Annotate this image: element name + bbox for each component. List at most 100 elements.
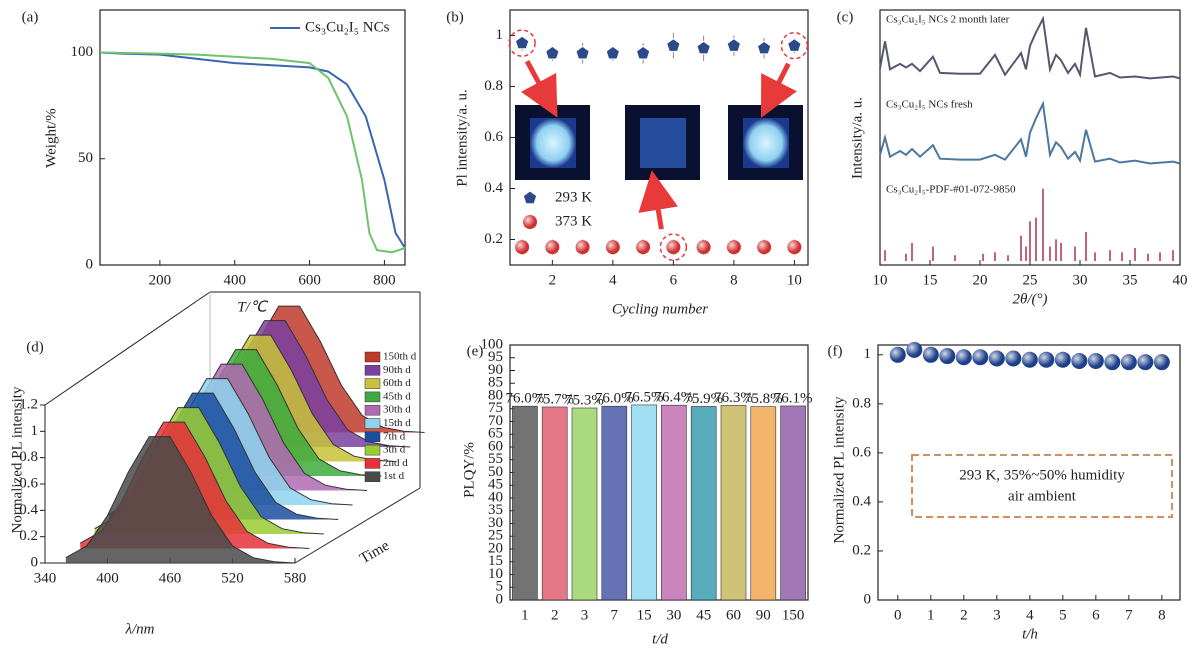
x-tick-label: 4 [609, 272, 617, 288]
y-tick-label: 70 [488, 413, 503, 429]
annotation-box [911, 454, 1173, 518]
y-tick-label: 0.4 [484, 180, 503, 196]
x-tick-label: 45 [696, 607, 711, 623]
marker-shine [1153, 354, 1170, 371]
x-axis-label: Cycling number [612, 301, 708, 317]
bar [512, 405, 538, 601]
y-tick-label: 20 [488, 540, 503, 556]
bar [571, 407, 598, 601]
y-tick-label: 75 [488, 400, 503, 416]
legend-label: 90th d [383, 364, 411, 376]
x-tick-label: 5 [1059, 607, 1067, 623]
bar [541, 406, 568, 601]
data-line [879, 15, 1181, 80]
legend-label: 293 K [555, 189, 592, 205]
x-axis-label: λ/nm [125, 621, 155, 637]
y-tick-label: 0.6 [484, 129, 503, 145]
x-tick-label: 400 [223, 272, 246, 288]
value-label: 76.5% [625, 389, 664, 405]
x-tick-label: 10 [873, 272, 888, 288]
plot-frame [99, 9, 406, 266]
photo-sample [530, 118, 576, 168]
y-tick-label: 15 [488, 553, 503, 569]
y-tick-label: 0.8 [852, 395, 871, 411]
legend-label: 15th d [383, 417, 411, 429]
value-label: 75.9% [684, 391, 723, 407]
x-tick-label: 400 [96, 570, 119, 586]
y-tick-label: 100 [481, 336, 504, 352]
legend-label: 150th d [383, 351, 417, 363]
y-tick-label: 0.4 [852, 493, 871, 509]
marker-shine [955, 349, 972, 366]
legend-swatch [522, 190, 538, 205]
bar [601, 405, 628, 601]
x-tick-label: 7 [611, 607, 619, 623]
y-tick-label: 60 [488, 438, 503, 454]
marker-shine [696, 240, 711, 255]
value-label: 76.0% [595, 391, 634, 407]
x-tick-label: 90 [756, 607, 771, 623]
x-tick-label: 3 [993, 607, 1001, 623]
annotation: air ambient [1008, 488, 1077, 504]
marker-shine [889, 346, 906, 363]
y-tick-label: 25 [488, 528, 503, 544]
marker-shine [972, 349, 989, 366]
marker-shine [922, 346, 939, 363]
legend-swatch [364, 471, 381, 482]
x-tick-label: 520 [221, 570, 244, 586]
x-tick-label: 800 [373, 272, 396, 288]
legend-label: 373 K [555, 213, 592, 229]
panel-label: (b) [446, 9, 464, 25]
marker-shine [1104, 354, 1121, 371]
marker-shine [1038, 351, 1055, 368]
y-tick-label: 10 [488, 566, 503, 582]
y-tick-label: 0 [864, 591, 872, 607]
legend-swatch [364, 378, 381, 389]
y-tick-label: 1 [496, 27, 504, 43]
panel-label: (c) [837, 9, 854, 25]
marker-shine [666, 240, 681, 255]
x-axis-label: t/d [652, 631, 668, 647]
legend-swatch [364, 418, 381, 429]
photo-sample [743, 118, 789, 168]
x-tick-label: 6 [670, 272, 678, 288]
y-tick-label: 55 [488, 451, 503, 467]
y-axis-label: Normalized PL intensity [831, 396, 847, 543]
legend-swatch [364, 431, 381, 443]
data-line [99, 51, 406, 254]
y-tick-label: 30 [488, 515, 503, 531]
y-tick-label: 50 [488, 464, 503, 480]
legend-label: Cs₃Cu₂I₅ NCs [305, 19, 390, 35]
y-tick-label: 0.4 [19, 502, 38, 518]
data-point [545, 45, 560, 60]
marker-shine [726, 240, 741, 255]
y-tick-label: 80 [488, 387, 503, 403]
marker-shine [787, 240, 802, 255]
highlight [659, 233, 688, 261]
x-tick-label: 4 [1026, 607, 1034, 623]
value-label: 75.7% [535, 391, 574, 407]
data-line [879, 100, 1181, 165]
x-axis-label: T/℃ [237, 299, 269, 315]
marker-shine [605, 240, 620, 255]
legend-label: 45th d [383, 390, 411, 402]
y-tick-label: 0.6 [19, 475, 38, 491]
spectrum [65, 436, 296, 564]
marker-shine [988, 350, 1005, 367]
panel-label: (e) [467, 343, 484, 359]
photo-sample [640, 118, 686, 168]
panel-label: (f) [828, 343, 843, 359]
marker-shine [636, 240, 651, 255]
x-tick-label: 15 [923, 272, 938, 288]
panel-label: (d) [26, 339, 44, 355]
x-tick-label: 460 [159, 570, 182, 586]
y-tick-label: 90 [488, 362, 503, 378]
x-tick-label: 60 [726, 607, 741, 623]
data-point [514, 35, 530, 50]
legend-swatch [364, 404, 381, 416]
trace-label: Cs₃Cu₂I₅ NCs 2 month later [886, 14, 1010, 26]
y-tick-label: 0.6 [852, 444, 871, 460]
marker-shine [545, 240, 560, 255]
x-tick-label: 1 [927, 607, 935, 623]
